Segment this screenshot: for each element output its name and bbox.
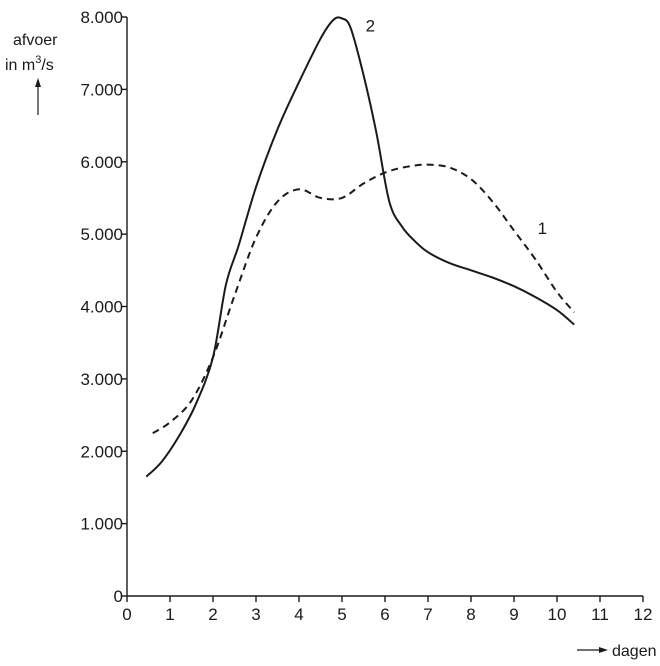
x-tick-label: 0 — [122, 605, 131, 624]
x-tick-label: 1 — [165, 605, 174, 624]
y-tick-label: 6.000 — [80, 153, 123, 172]
series-label-1: 1 — [538, 219, 547, 238]
x-tick-label: 12 — [634, 605, 653, 624]
x-tick-label: 6 — [380, 605, 389, 624]
series-line-2 — [145, 16, 575, 478]
x-ticks: 0 1 2 3 4 5 6 7 8 9 10 11 12 — [122, 596, 652, 624]
y-tick-label: 1.000 — [80, 515, 123, 534]
x-tick-label: 4 — [294, 605, 303, 624]
x-axis-arrow-icon — [577, 647, 608, 653]
axes — [126, 17, 643, 597]
y-tick-label: 7.000 — [80, 80, 123, 99]
x-tick-label: 11 — [591, 605, 609, 624]
x-tick-label: 8 — [466, 605, 475, 624]
y-ticks: 0 1.000 2.000 3.000 4.000 5.000 6.000 7.000 8.00… — [80, 8, 127, 606]
x-tick-label: 9 — [509, 605, 518, 624]
y-axis-label-prefix: in m — [5, 57, 35, 74]
series-group: 12 — [145, 16, 575, 478]
series-line-1 — [152, 163, 575, 435]
y-tick-label: 8.000 — [80, 8, 123, 27]
x-tick-label: 3 — [251, 605, 260, 624]
x-axis-label: dagen — [612, 643, 657, 660]
y-axis-label-line-1: afvoer — [13, 32, 58, 49]
y-axis-arrow-icon — [35, 78, 41, 115]
y-tick-label: 2.000 — [80, 442, 123, 461]
y-tick-label: 3.000 — [80, 370, 123, 389]
x-tick-label: 7 — [423, 605, 432, 624]
y-axis-label-superscript: 3 — [35, 54, 41, 66]
x-tick-label: 2 — [208, 605, 217, 624]
series-label-2: 2 — [366, 16, 375, 35]
y-tick-label: 5.000 — [80, 225, 123, 244]
x-tick-label: 10 — [548, 605, 567, 624]
y-tick-label: 0 — [114, 587, 123, 606]
y-axis-label-suffix: /s — [41, 57, 53, 74]
y-tick-label: 4.000 — [80, 298, 123, 317]
y-axis-label-line-2: in m3/s — [5, 54, 54, 74]
x-tick-label: 5 — [337, 605, 346, 624]
